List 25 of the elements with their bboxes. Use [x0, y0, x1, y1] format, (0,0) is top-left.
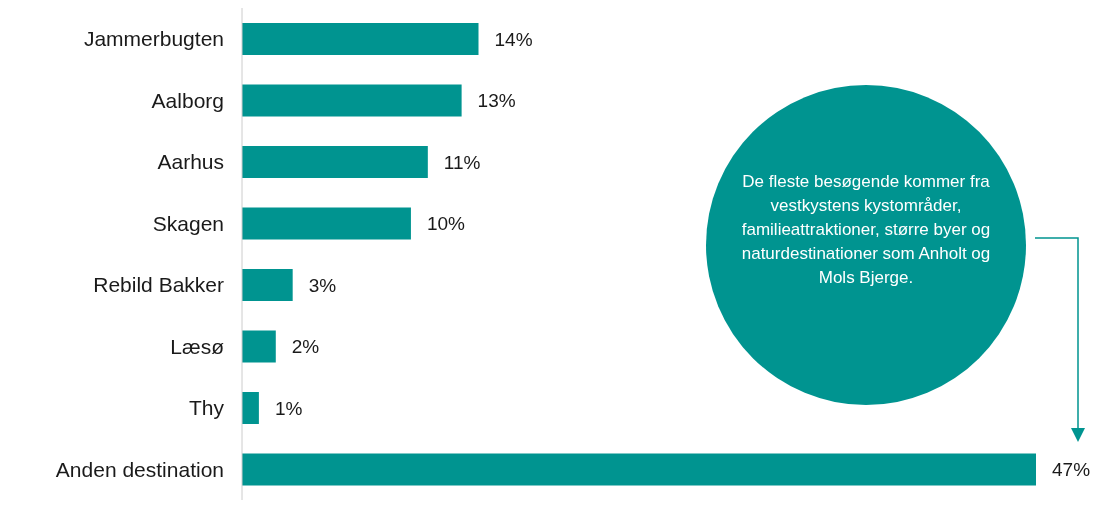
y-tick-label: Rebild Bakker	[93, 273, 224, 297]
data-label: 10%	[426, 213, 466, 235]
y-tick-label: Aalborg	[151, 88, 224, 112]
bar	[242, 392, 259, 424]
data-label: 47%	[1052, 459, 1091, 481]
y-tick-label: Læsø	[170, 334, 225, 358]
data-label: 2%	[291, 336, 320, 358]
annotation: De fleste besøgende kommer fra vestkystens kystområder, familieattraktioner, større byer og naturdestinationer som Anholt og Mols Bjerge.	[740, 171, 992, 289]
bar	[242, 269, 293, 301]
y-tick-label: Skagen	[152, 211, 224, 235]
bar	[242, 84, 462, 117]
bar	[242, 207, 411, 240]
bar	[242, 453, 1036, 486]
data-label: 3%	[308, 274, 337, 296]
bar	[242, 146, 428, 178]
data-label: 14%	[494, 28, 533, 50]
y-tick-label: Aarhus	[157, 150, 224, 174]
y-tick-label: Anden destination	[55, 457, 224, 481]
data-label: 1%	[274, 397, 303, 419]
bar	[242, 330, 276, 363]
data-label: 13%	[477, 90, 516, 112]
data-label: 11%	[443, 151, 481, 173]
y-tick-label: Thy	[188, 396, 225, 420]
y-tick-label: Jammerbugten	[83, 27, 224, 51]
bar	[242, 23, 479, 55]
